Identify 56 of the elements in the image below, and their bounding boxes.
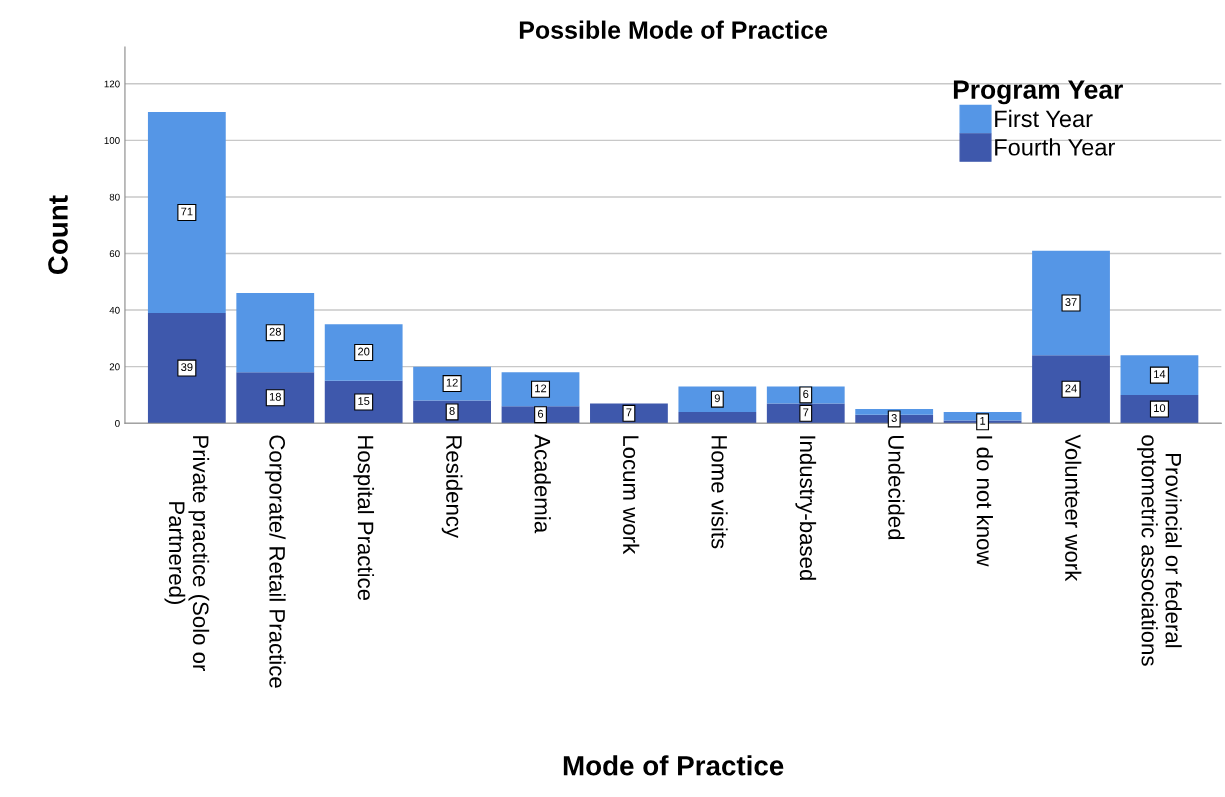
- legend-label: Fourth Year: [995, 138, 1115, 156]
- x-tick-label: Home visits: [711, 436, 728, 549]
- data-label: 7: [626, 408, 632, 417]
- bar: [1120, 355, 1199, 395]
- x-tick-label: Academia: [534, 434, 551, 534]
- bar: [147, 312, 226, 424]
- chart-title: Possible Mode of Practice: [519, 20, 828, 39]
- data-label: 28: [269, 327, 281, 336]
- x-tick-label: Provincial or federal optometric associations: [1137, 435, 1182, 666]
- data-label: 37: [1065, 298, 1077, 306]
- y-tick-label: 20: [109, 363, 120, 371]
- x-tick-label: Corporate/ Retail Practice: [264, 435, 286, 688]
- y-tick-label: 100: [104, 137, 120, 144]
- x-tick-label: Private practice (Solo or Partnered): [164, 436, 210, 672]
- x-tick-label: Undecided: [888, 436, 905, 540]
- x-tick-label: Industry-based: [795, 436, 817, 580]
- data-label: 24: [1065, 384, 1077, 393]
- bar: [1032, 250, 1110, 356]
- data-label: 3: [891, 414, 897, 422]
- data-label: 10: [1154, 404, 1166, 413]
- legend-title: Program Year: [953, 80, 1123, 105]
- y-axis-title: Count: [48, 195, 68, 275]
- data-label: 9: [714, 394, 720, 403]
- data-label: 12: [535, 384, 547, 393]
- data-label: 20: [358, 347, 370, 356]
- data-label: 15: [358, 397, 370, 405]
- data-label: 6: [803, 390, 809, 398]
- data-label: 1: [980, 417, 986, 425]
- data-label: 39: [181, 363, 193, 372]
- data-label: 6: [537, 409, 544, 418]
- y-tick-label: 0: [115, 419, 120, 427]
- y-tick-label: 40: [109, 306, 120, 314]
- bar: [236, 293, 315, 373]
- data-label: 71: [181, 207, 193, 216]
- bar: [147, 112, 226, 313]
- data-label: 7: [803, 408, 809, 417]
- legend-label: First Year: [995, 109, 1093, 128]
- data-label: 12: [446, 378, 458, 387]
- bar: [678, 411, 757, 424]
- bar: [324, 324, 403, 381]
- data-label: 14: [1154, 370, 1166, 378]
- y-tick-label: 80: [109, 193, 120, 201]
- bar: [236, 372, 315, 424]
- bar: [678, 386, 757, 412]
- x-tick-label: Locum work: [622, 436, 640, 555]
- y-tick-label: 120: [104, 80, 120, 88]
- x-tick-label: I do not know: [976, 436, 993, 567]
- data-label: 18: [269, 392, 281, 401]
- x-tick-label: Hospital Practice: [353, 436, 375, 601]
- y-tick-label: 60: [109, 250, 120, 258]
- bar: [324, 380, 403, 424]
- bar: [1032, 355, 1110, 424]
- data-label: 8: [449, 407, 455, 415]
- x-axis-title: Mode of Practice: [563, 755, 784, 776]
- x-tick-label: Volunteer work: [1065, 434, 1082, 582]
- x-tick-label: Residency: [441, 436, 463, 539]
